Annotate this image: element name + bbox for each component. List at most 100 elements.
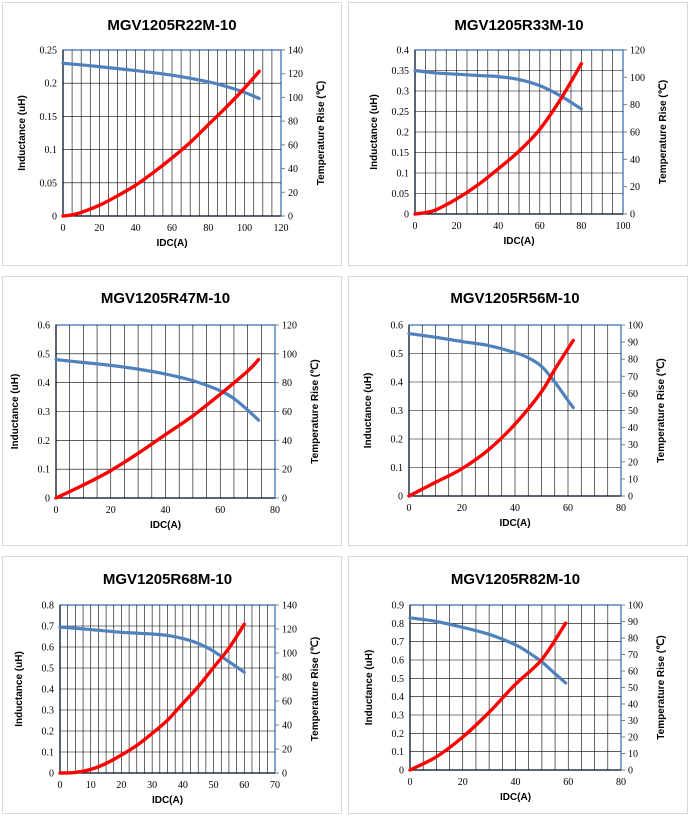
y2-tick-label: 50 (628, 683, 638, 694)
chart-panel-r56m: MGV1205R56M-10 0 20 40 60 80 0 0.1 0.2 0.3 0.4 0.5 0… (348, 276, 688, 546)
y-tick-label: 0.5 (42, 664, 55, 675)
y-tick-label: 0.1 (45, 145, 58, 156)
y-tick-label: 0 (404, 210, 409, 221)
x-tick-label: 40 (178, 780, 188, 791)
y2-tick-label: 60 (630, 128, 640, 139)
inductance-line (54, 358, 261, 422)
y2-tick-label: 30 (628, 716, 638, 727)
x-tick-label: 20 (116, 780, 126, 791)
temperature-rise-line (408, 621, 568, 772)
x-tick-label: 40 (510, 503, 520, 514)
y-tick-label: 0.6 (391, 321, 404, 332)
chart-title: MGV1205R56M-10 (450, 290, 579, 307)
y-tick-label: 0.8 (392, 619, 405, 630)
y-tick-label: 0.5 (38, 349, 51, 360)
chart-panel-r33m: MGV1205R33M-10 0 20 40 60 80 100 0 0.05 0.1 0.15 0.… (348, 2, 688, 266)
y2-tick-label: 100 (628, 321, 643, 332)
y-tick-label: 0.6 (38, 321, 51, 332)
chart-r56m: MGV1205R56M-100 20 40 60 8000.10.20.30.40.50… (363, 290, 667, 529)
y2-tick-label: 80 (628, 355, 638, 366)
y2-axis-title: Temperature Rise (℃) (310, 359, 321, 463)
y2-tick-label: 120 (282, 625, 297, 636)
y-tick-label: 0.3 (42, 706, 55, 717)
y2-tick-label: 140 (282, 601, 297, 612)
y-axis-title: Inductance (uH) (14, 651, 25, 727)
y2-axis-title: Temperature Rise (℃) (656, 635, 667, 739)
y-tick-label: 0 (52, 212, 57, 223)
x-tick-label: 40 (161, 505, 171, 516)
y2-axis-title: Temperature Rise (℃) (310, 637, 321, 741)
y2-tick-label: 40 (628, 423, 638, 434)
x-tick-label: 60 (215, 505, 225, 516)
x-tick-label: 60 (563, 777, 573, 788)
x-tick-label: 30 (147, 780, 157, 791)
x-tick-label: 40 (511, 777, 521, 788)
y2-tick-label: 100 (282, 349, 297, 360)
x-tick-label: 100 (237, 223, 252, 234)
y2-axis-title: Temperature Rise (℃) (656, 358, 667, 462)
x-tick-label: 80 (576, 221, 586, 232)
y-tick-label: 0.15 (40, 112, 58, 123)
chart-title: MGV1205R47M-10 (101, 290, 230, 307)
chart-title: MGV1205R68M-10 (103, 571, 232, 588)
x-tick-label: 60 (535, 221, 545, 232)
chart-title: MGV1205R33M-10 (454, 17, 583, 34)
inductance-line (61, 61, 261, 101)
temperature-rise-line (61, 69, 261, 218)
y2-tick-label: 60 (628, 389, 638, 400)
y2-tick-label: 0 (288, 212, 293, 223)
inductance-line (407, 331, 575, 410)
y-tick-label: 0.2 (45, 79, 58, 90)
y2-axis-title: Temperature Rise (℃) (658, 80, 669, 184)
x-tick-label: 80 (616, 503, 626, 514)
x-tick-label: 0 (58, 780, 63, 791)
y-tick-label: 0.7 (392, 637, 405, 648)
y-tick-label: 0.05 (392, 189, 410, 200)
x-tick-label: 20 (457, 503, 467, 514)
y-tick-label: 0.6 (42, 643, 55, 654)
y2-tick-label: 70 (628, 372, 638, 383)
x-tick-label: 60 (239, 780, 249, 791)
temperature-rise-line (54, 357, 261, 500)
y2-tick-label: 90 (628, 617, 638, 628)
y-axis-title: Inductance (uH) (364, 650, 375, 726)
x-tick-label: 10 (86, 780, 96, 791)
x-tick-label: 0 (407, 503, 412, 514)
y-tick-label: 0.9 (392, 601, 405, 612)
y-tick-label: 0.3 (392, 711, 405, 722)
y-tick-label: 0.2 (392, 729, 405, 740)
chart-r68m: MGV1205R68M-100 10 20 30 40 50 60 7000.10.20.30… (14, 571, 321, 806)
y-tick-label: 0.2 (42, 727, 55, 738)
y-tick-label: 0.8 (42, 601, 55, 612)
y2-tick-label: 20 (628, 733, 638, 744)
y2-tick-label: 40 (288, 164, 298, 175)
temperature-rise-line (58, 622, 246, 775)
y-tick-label: 0.4 (38, 378, 51, 389)
y2-tick-label: 10 (628, 749, 638, 760)
y2-tick-label: 10 (628, 474, 638, 485)
y-tick-label: 0.1 (391, 463, 404, 474)
x-tick-label: 60 (167, 223, 177, 234)
y-tick-label: 0.35 (392, 66, 410, 77)
temperature-rise-line (407, 338, 575, 498)
y-axis-title: Inductance (uH) (369, 94, 380, 170)
y2-tick-label: 60 (288, 140, 298, 151)
y-tick-label: 0.15 (392, 148, 410, 159)
y2-tick-label: 100 (288, 93, 303, 104)
y-tick-label: 0 (45, 494, 50, 505)
y-tick-label: 0.2 (397, 128, 410, 139)
x-tick-label: 80 (616, 777, 626, 788)
y2-tick-label: 20 (282, 745, 292, 756)
y2-tick-label: 60 (628, 667, 638, 678)
y2-tick-label: 50 (628, 406, 638, 417)
y2-tick-label: 70 (628, 650, 638, 661)
y-tick-label: 0.4 (391, 378, 404, 389)
y2-tick-label: 30 (628, 440, 638, 451)
y2-tick-label: 60 (282, 407, 292, 418)
y2-tick-label: 40 (630, 155, 640, 166)
y-tick-label: 0.6 (392, 656, 405, 667)
y2-tick-label: 140 (288, 46, 303, 57)
x-axis-title: IDC(A) (152, 795, 183, 806)
y2-tick-label: 90 (628, 338, 638, 349)
y-tick-label: 0.25 (392, 107, 410, 118)
